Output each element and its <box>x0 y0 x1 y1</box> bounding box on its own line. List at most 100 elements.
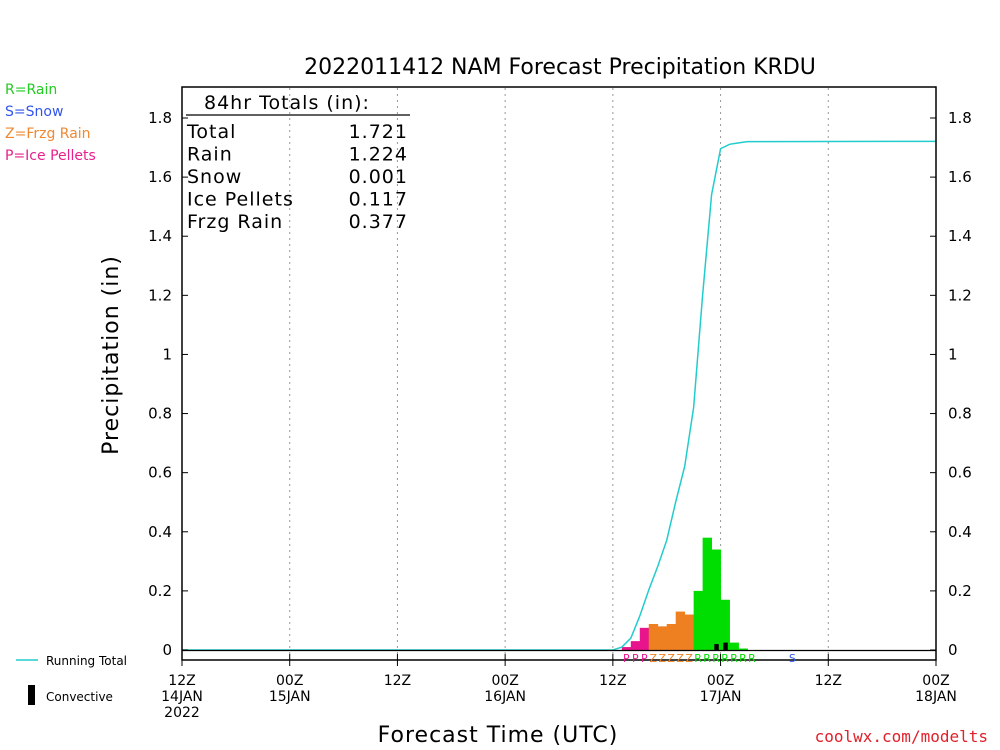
y-tick-label-right-8: 1.6 <box>948 168 972 186</box>
ptype-marker-15: S <box>789 652 796 665</box>
y-tick-label-left-2: 0.4 <box>148 523 172 541</box>
x-tick-label-1-1: 15JAN <box>269 689 311 705</box>
y-tick-label-left-0: 0 <box>162 641 172 659</box>
ptype-marker-10: R <box>712 652 720 665</box>
bar-11 <box>720 599 730 650</box>
x-tick-label-4-0: 12Z <box>599 673 626 689</box>
precip-bars <box>621 537 748 650</box>
ptype-marker-7: Z <box>685 652 693 665</box>
type-legend-2: Z=Frzg Rain <box>5 126 91 142</box>
ptype-marker-13: R <box>739 652 747 665</box>
ptype-marker-0: P <box>623 652 630 665</box>
ptype-marker-1: P <box>632 652 639 665</box>
running-total-legend-label: Running Total <box>46 654 127 668</box>
y-tick-label-right-0: 0 <box>948 641 958 659</box>
totals-value-3: 0.117 <box>349 189 408 211</box>
y-tick-label-right-9: 1.8 <box>948 109 972 127</box>
y-tick-label-left-8: 1.6 <box>148 168 172 186</box>
ptype-marker-11: R <box>721 652 729 665</box>
x-tick-label-0-1: 14JAN <box>161 689 203 705</box>
x-tick-label-6-0: 12Z <box>815 673 842 689</box>
ptype-marker-5: Z <box>667 652 675 665</box>
bar-7 <box>684 614 695 650</box>
x-tick-label-7-1: 18JAN <box>915 689 957 705</box>
chart-title: 2022011412 NAM Forecast Precipitation KR… <box>304 55 816 80</box>
x-tick-label-3-1: 16JAN <box>484 689 526 705</box>
ptype-marker-8: R <box>694 652 702 665</box>
y-tick-label-left-6: 1.2 <box>148 286 172 304</box>
totals-header: 84hr Totals (in): <box>204 92 370 114</box>
x-tick-label-0-2: 2022 <box>164 705 200 721</box>
convective-legend-swatch <box>28 685 35 705</box>
x-tick-label-5-1: 17JAN <box>700 689 742 705</box>
running-total-line <box>182 140 937 651</box>
bar-13 <box>738 648 748 650</box>
y-tick-label-right-7: 1.4 <box>948 227 972 245</box>
y-tick-label-left-1: 0.2 <box>148 582 172 600</box>
bar-4 <box>657 626 668 650</box>
ptype-marker-14: R <box>748 652 756 665</box>
credit-text: coolwx.com/modelts <box>815 727 988 746</box>
x-tick-label-3-0: 00Z <box>491 673 518 689</box>
y-tick-label-right-5: 1 <box>948 345 958 363</box>
convective-bars <box>714 642 728 650</box>
bar-0 <box>621 647 632 650</box>
ptype-marker-2: P <box>641 652 648 665</box>
bar-2 <box>639 627 650 650</box>
x-tick-label-2-0: 12Z <box>384 673 411 689</box>
bar-3 <box>648 623 659 650</box>
y-tick-label-left-9: 1.8 <box>148 109 172 127</box>
y-tick-label-right-4: 0.8 <box>948 405 972 423</box>
y-tick-label-right-1: 0.2 <box>948 582 972 600</box>
bar-12 <box>729 642 739 650</box>
type-legend-1: S=Snow <box>5 104 63 120</box>
type-legend-3: P=Ice Pellets <box>5 148 96 164</box>
bar-1 <box>630 641 641 650</box>
y-tick-label-right-2: 0.4 <box>948 523 972 541</box>
y-axis-left: 0 0.2 0.4 0.6 0.8 1 1.2 1.4 1.6 1.8 <box>148 109 188 659</box>
x-tick-label-1-0: 00Z <box>276 673 303 689</box>
precip-type-legend: R=Rain S=Snow Z=Frzg Rain P=Ice Pellets <box>5 82 96 164</box>
bar-6 <box>675 611 686 650</box>
bar-5 <box>666 623 677 650</box>
convective-legend-label: Convective <box>46 690 113 704</box>
totals-label-0: Total <box>186 121 236 143</box>
series-legend: Running Total Convective <box>16 654 127 705</box>
totals-label-2: Snow <box>187 166 242 188</box>
convective-bar-0 <box>714 644 719 650</box>
ptype-marker-6: Z <box>676 652 684 665</box>
ptype-marker-4: Z <box>658 652 666 665</box>
y-tick-label-right-6: 1.2 <box>948 286 972 304</box>
bar-10 <box>711 549 721 650</box>
x-tick-label-7-0: 00Z <box>922 673 949 689</box>
bar-9 <box>702 537 712 650</box>
y-tick-label-right-3: 0.6 <box>948 464 972 482</box>
bar-8 <box>693 590 704 650</box>
totals-label-3: Ice Pellets <box>187 189 294 211</box>
x-tick-label-0-0: 12Z <box>168 673 195 689</box>
totals-box: 84hr Totals (in): Total 1.721 Rain 1.224 Sno… <box>186 92 410 233</box>
totals-value-0: 1.721 <box>349 121 408 143</box>
totals-value-2: 0.001 <box>349 166 408 188</box>
y-axis-right: 0 0.2 0.4 0.6 0.8 1 1.2 1.4 1.6 1.8 <box>930 109 972 659</box>
ptype-marker-3: Z <box>649 652 657 665</box>
x-axis-label: Forecast Time (UTC) <box>378 723 619 748</box>
type-legend-0: R=Rain <box>5 82 57 98</box>
y-tick-label-left-5: 1 <box>162 345 172 363</box>
y-tick-label-left-7: 1.4 <box>148 227 172 245</box>
y-tick-label-left-3: 0.6 <box>148 464 172 482</box>
plot-frame <box>181 86 937 661</box>
convective-bar-1 <box>723 642 728 650</box>
totals-value-1: 1.224 <box>349 144 408 166</box>
totals-label-4: Frzg Rain <box>187 211 283 233</box>
x-tick-label-5-0: 00Z <box>707 673 734 689</box>
totals-value-4: 0.377 <box>349 211 408 233</box>
ptype-marker-12: R <box>730 652 738 665</box>
ptype-marker-9: R <box>703 652 711 665</box>
y-tick-label-left-4: 0.8 <box>148 405 172 423</box>
totals-label-1: Rain <box>187 144 233 166</box>
y-axis-label: Precipitation (in) <box>99 255 124 455</box>
